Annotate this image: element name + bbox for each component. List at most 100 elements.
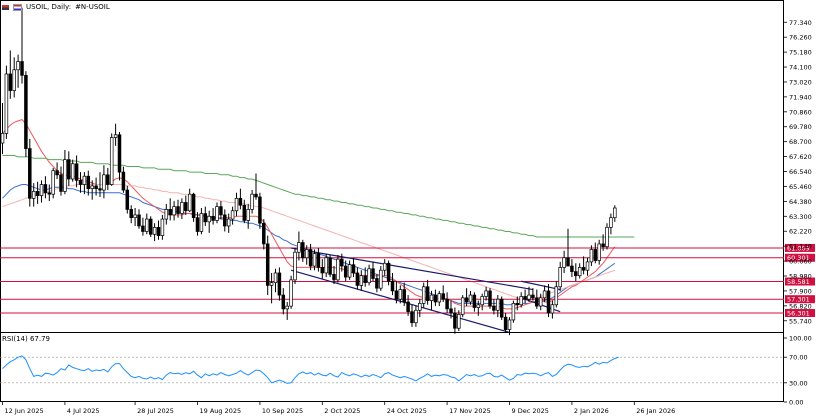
candle — [581, 256, 586, 275]
chart-header: USOIL, Daily: #N-USOIL — [2, 2, 110, 12]
candle — [195, 212, 200, 236]
candle — [476, 300, 481, 316]
candle — [453, 307, 457, 334]
candle-body — [441, 293, 445, 300]
candle-body — [562, 257, 566, 268]
candle-body — [601, 243, 605, 248]
candle — [589, 245, 594, 267]
candle-body — [74, 163, 79, 181]
candle — [203, 206, 208, 226]
candle-body — [219, 206, 223, 216]
candle — [4, 65, 9, 139]
candle — [187, 188, 192, 213]
candle-body — [180, 202, 184, 214]
level-tag — [785, 295, 815, 304]
candle-body — [164, 209, 169, 220]
candle-body — [382, 262, 387, 271]
candle-body — [160, 218, 165, 236]
candle-body — [129, 209, 133, 219]
candle — [515, 296, 520, 311]
candle — [429, 290, 434, 311]
candle-body — [460, 297, 465, 315]
candle — [59, 166, 63, 196]
price-tick-label: 55.740 — [789, 317, 812, 325]
candle-body — [35, 191, 40, 196]
candle — [301, 239, 305, 262]
candle-body — [457, 314, 461, 329]
candle — [355, 267, 360, 290]
candle-body — [113, 134, 118, 138]
candle-body — [238, 197, 243, 206]
candle — [238, 188, 243, 210]
candle — [226, 213, 231, 233]
candle — [16, 54, 20, 88]
candle — [24, 71, 28, 157]
candle-body — [168, 209, 172, 216]
price-tick-label: 65.460 — [789, 183, 812, 191]
candle-body — [195, 217, 200, 232]
candle-body — [585, 261, 590, 271]
candle-body — [320, 267, 325, 274]
level-tag — [785, 243, 815, 252]
candle — [70, 159, 75, 182]
candle-body — [98, 188, 102, 191]
candle-body — [145, 218, 149, 232]
candle-body — [121, 171, 126, 191]
plot-frame — [0, 0, 784, 402]
candle-body — [402, 289, 406, 303]
price-tick-label: 64.380 — [789, 198, 812, 206]
candle-body — [507, 319, 512, 330]
candle — [82, 172, 87, 195]
candle-body — [230, 210, 235, 220]
candle — [63, 149, 67, 195]
candle-body — [277, 272, 282, 296]
price-tick-label: 57.900 — [789, 287, 812, 295]
candle-body — [367, 268, 371, 283]
price-tick-label: 71.940 — [789, 93, 812, 101]
candle — [554, 281, 559, 308]
candle-body — [418, 303, 422, 311]
candle — [74, 155, 79, 188]
ma-line — [2, 155, 635, 238]
candle — [102, 165, 106, 199]
candle-body — [538, 297, 543, 307]
time-tick-label: 19 Aug 2025 — [200, 407, 242, 415]
candle-body — [542, 290, 547, 299]
candle-body — [59, 174, 63, 192]
candle-body — [386, 262, 391, 282]
candle-body — [332, 273, 336, 281]
candle-body — [472, 294, 477, 308]
rsi-tick-label: 30.00 — [789, 379, 808, 387]
candle-body — [429, 294, 434, 301]
candle-body — [148, 218, 153, 235]
candle-body — [223, 214, 227, 227]
candle-body — [464, 297, 469, 303]
ma-line — [2, 119, 616, 310]
candle-body — [437, 293, 442, 303]
candle — [168, 198, 172, 221]
time-tick-label: 28 Jul 2025 — [137, 407, 174, 415]
candle — [12, 57, 16, 98]
candle — [207, 210, 211, 233]
chart-title: USOIL, Daily: — [26, 3, 72, 11]
candle — [31, 183, 36, 207]
candle-body — [297, 242, 301, 253]
price-tick-label: 70.860 — [789, 108, 812, 116]
candle — [445, 292, 449, 314]
candle — [437, 290, 442, 307]
candle-body — [90, 185, 94, 190]
candle — [593, 242, 598, 264]
candle — [562, 250, 566, 273]
candle-body — [570, 265, 574, 272]
candle-body — [0, 133, 5, 144]
candle-body — [425, 286, 430, 301]
price-tick-label: 76.260 — [789, 34, 812, 42]
candle-body — [312, 253, 317, 267]
candle — [558, 261, 562, 291]
candle-body — [137, 214, 141, 227]
candle — [254, 173, 258, 200]
candle — [277, 267, 282, 301]
candle — [585, 257, 590, 276]
candle — [605, 223, 609, 250]
